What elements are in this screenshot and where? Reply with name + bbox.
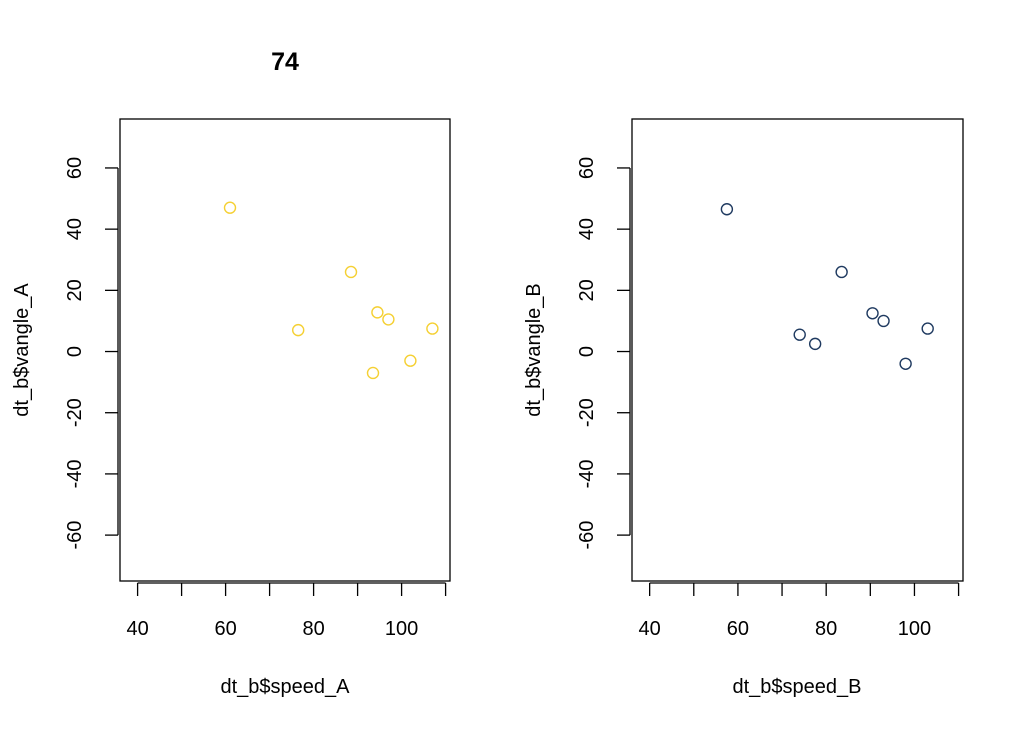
y-tick-label: -20 — [576, 398, 598, 427]
data-point — [835, 265, 848, 279]
y-axis: -60 -40 -20 0 20 40 60 — [576, 157, 631, 550]
data-point — [866, 307, 879, 320]
y-axis: -60 -40 -20 0 20 40 60 — [64, 157, 119, 550]
data-point — [371, 306, 384, 319]
x-axis: 40 60 80 100 — [639, 582, 960, 640]
scatter-panel-speed-a: 74 40 60 80 100 -60 -40 -20 0 20 40 60 dt_b$speed… — [11, 48, 451, 698]
data-point — [404, 354, 417, 367]
x-tick-label: 100 — [898, 618, 931, 640]
x-tick-label: 60 — [727, 618, 749, 640]
data-point — [877, 314, 890, 328]
data-point — [808, 337, 822, 351]
y-tick-label: -60 — [576, 521, 598, 550]
y-axis-label: dt_b$vangle_A — [11, 283, 33, 417]
y-axis-label: dt_b$vangle_B — [523, 283, 545, 416]
y-tick-label: 0 — [64, 346, 86, 357]
y-tick-label: -40 — [576, 459, 598, 488]
data-point — [921, 322, 934, 335]
x-axis-label: dt_b$speed_A — [220, 676, 350, 698]
data-point — [426, 322, 439, 335]
x-tick-label: 40 — [639, 618, 661, 640]
y-tick-label: 60 — [576, 157, 598, 179]
x-axis-label: dt_b$speed_B — [732, 676, 861, 698]
y-tick-label: 20 — [64, 279, 86, 301]
y-tick-label: 0 — [576, 346, 598, 357]
x-axis: 40 60 80 100 — [126, 582, 447, 640]
data-points — [223, 201, 439, 380]
x-tick-label: 80 — [302, 618, 324, 640]
y-tick-label: 20 — [576, 279, 598, 301]
y-tick-label: -20 — [64, 398, 86, 427]
data-point — [899, 357, 912, 370]
y-tick-label: 60 — [64, 157, 86, 179]
plot-frame — [631, 118, 964, 582]
y-tick-label: -40 — [64, 459, 86, 488]
x-tick-label: 60 — [214, 618, 236, 640]
data-point — [793, 328, 806, 341]
data-points — [720, 203, 934, 370]
data-point — [292, 323, 305, 337]
y-tick-label: 40 — [576, 218, 598, 240]
data-point — [223, 201, 237, 214]
data-point — [366, 366, 380, 380]
x-tick-label: 100 — [385, 618, 418, 640]
data-point — [344, 265, 358, 279]
plot-frame — [119, 118, 451, 582]
plot-title: 74 — [271, 48, 299, 76]
x-tick-label: 80 — [815, 618, 837, 640]
y-tick-label: -60 — [64, 521, 86, 550]
data-point — [382, 313, 395, 326]
x-tick-label: 40 — [126, 618, 148, 640]
y-tick-label: 40 — [64, 218, 86, 240]
data-point — [720, 203, 734, 216]
